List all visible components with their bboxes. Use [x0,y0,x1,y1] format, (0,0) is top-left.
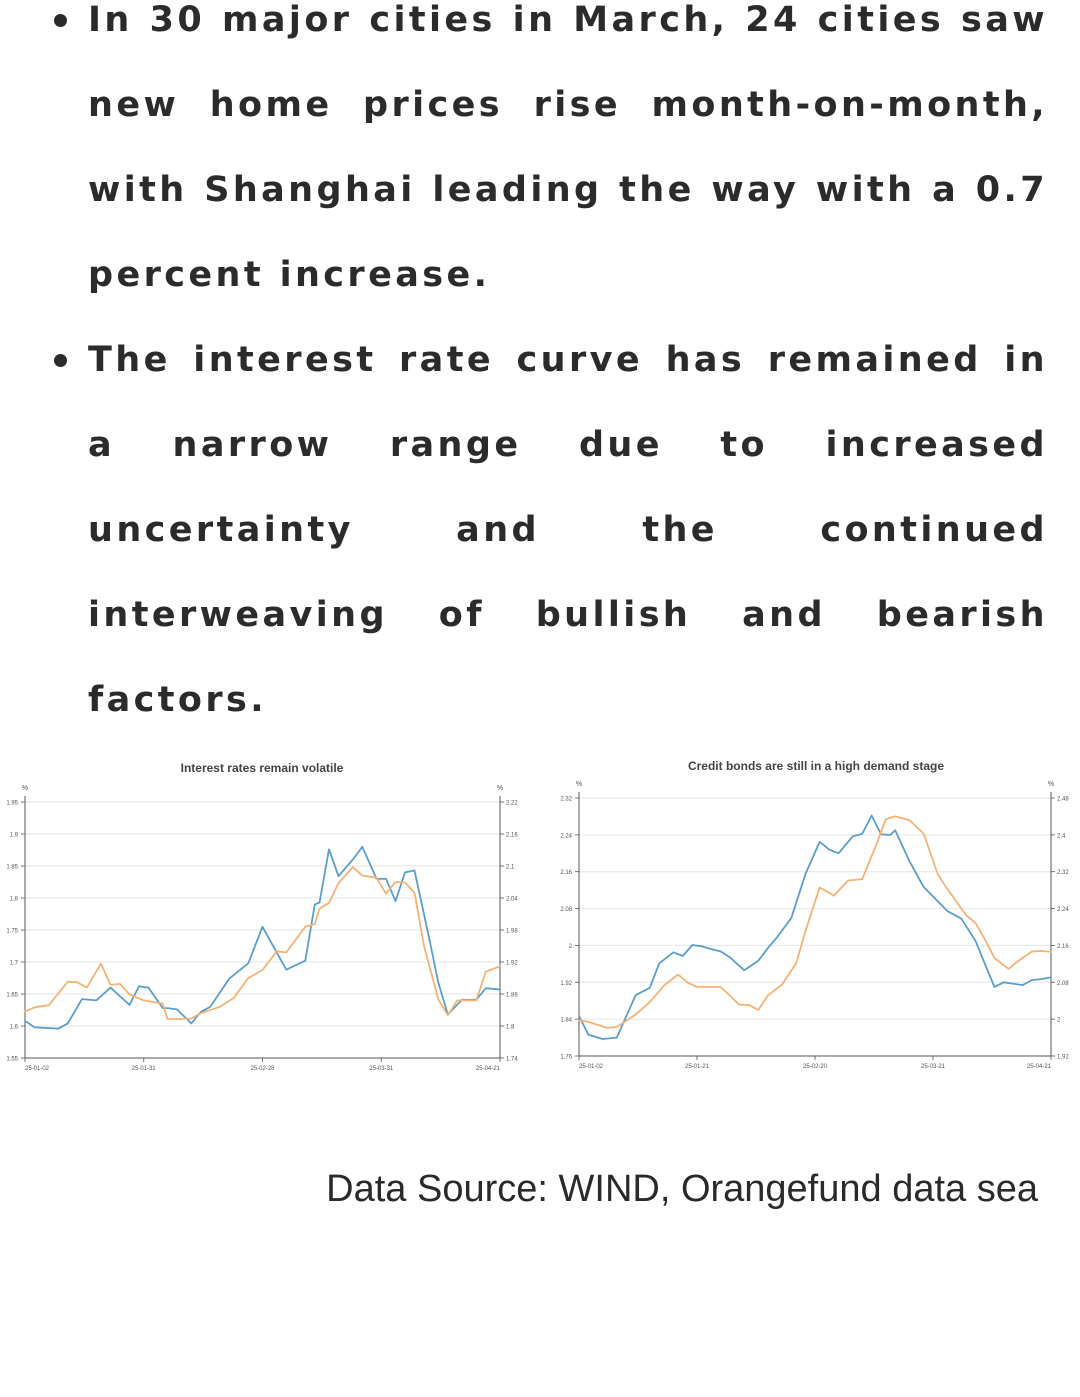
x-tick-label: 25-03-21 [921,1064,946,1070]
y-left-tick-label: 1.85 [6,865,18,871]
x-tick-label: 25-01-02 [25,1066,50,1072]
bullet-text: In 30 major cities in March, 24 cities s… [88,0,1048,295]
interest-rate-chart-svg: Interest rates remain volatile% % 1.55 1.6 1… [6,761,518,1072]
y-left-tick-label: 2.24 [560,833,572,839]
y-right-tick-label: 2.48 [1057,797,1069,803]
y-right-tick-label: 2.32 [1057,870,1069,876]
y-left-tick-label: 1.9 [10,833,19,839]
y-left-tick-label: 1.6 [10,1025,19,1031]
y-left-tick-label: 1.8 [10,897,19,903]
y-left-tick-label: 1.95 [6,801,18,807]
y-left-tick-label: 1.7 [10,961,19,967]
y-left-tick-label: 1.75 [6,929,18,935]
series-line-2 [24,866,501,1021]
y-right-tick-label: 2.16 [506,833,518,839]
bullet-dot-icon [54,354,67,367]
bullet-dot-icon [54,14,67,27]
y-left-tick-label: 1.92 [560,981,572,987]
y-left-tick-label: 1.76 [560,1055,572,1061]
charts-row: Interest rates remain volatile%% 1.55 1.6 1… [0,750,1080,1080]
bullet-item: In 30 major cities in March, 24 cities s… [0,0,1080,318]
y-left-tick-label: 1.65 [6,993,18,999]
bullet-text: The interest rate curve has remained in … [88,340,1048,720]
y-right-tick-label: 2 [1057,1018,1061,1024]
credit-bond-chart: Credit bonds are still in a high demand … [551,750,1080,1080]
x-tick-label: 25-03-31 [369,1066,394,1072]
y-right-tick-label: 2.4 [1057,833,1066,839]
series-line-1 [578,814,1052,1040]
bullet-item: The interest rate curve has remained in … [0,318,1080,743]
y-right-unit-label: % [497,785,503,792]
y-left-tick-label: 2.16 [560,870,572,876]
x-tick-label: 25-04-21 [1027,1064,1052,1070]
x-tick-label: 25-02-20 [803,1064,828,1070]
y-left-tick-label: 1.84 [560,1018,572,1024]
interest-rate-chart: Interest rates remain volatile%% 1.55 1.6 1… [0,750,525,1080]
y-left-tick-label: 2 [569,944,573,950]
chart-title: Credit bonds are still in a high demand … [688,759,944,773]
y-right-tick-label: 2.1 [506,865,515,871]
y-right-tick-label: 1.86 [506,993,518,999]
chart-title: Interest rates remain volatile [181,761,344,775]
x-tick-label: 25-01-02 [579,1064,604,1070]
x-tick-label: 25-01-31 [132,1066,157,1072]
y-right-tick-label: 1.8 [506,1025,515,1031]
x-tick-label: 25-04-21 [476,1066,501,1072]
y-right-tick-label: 2.24 [1057,907,1069,913]
y-right-tick-label: 2.04 [506,897,518,903]
y-right-tick-label: 1.92 [1057,1055,1069,1061]
y-right-unit-label: % [1048,781,1054,788]
y-left-unit-label: % [22,785,28,792]
y-right-tick-label: 1.74 [506,1057,518,1063]
y-right-tick-label: 2.08 [1057,981,1069,987]
y-right-tick-label: 2.16 [1057,944,1069,950]
x-tick-label: 25-02-28 [250,1066,275,1072]
y-left-tick-label: 2.32 [560,797,572,803]
y-right-tick-label: 1.92 [506,961,518,967]
x-tick-label: 25-01-21 [685,1064,710,1070]
y-left-unit-label: % [576,781,582,788]
bullet-list: In 30 major cities in March, 24 cities s… [0,0,1080,743]
y-right-tick-label: 1.98 [506,929,518,935]
y-left-tick-label: 1.55 [6,1057,18,1063]
series-line-1 [24,845,501,1030]
y-right-tick-label: 2.22 [506,801,518,807]
data-source-note: Data Source: WIND, Orangefund data sea [326,1168,1038,1210]
series-line-2 [578,815,1052,1029]
y-left-tick-label: 2.08 [560,907,572,913]
credit-bond-chart-svg: Credit bonds are still in a high demand … [560,759,1069,1070]
